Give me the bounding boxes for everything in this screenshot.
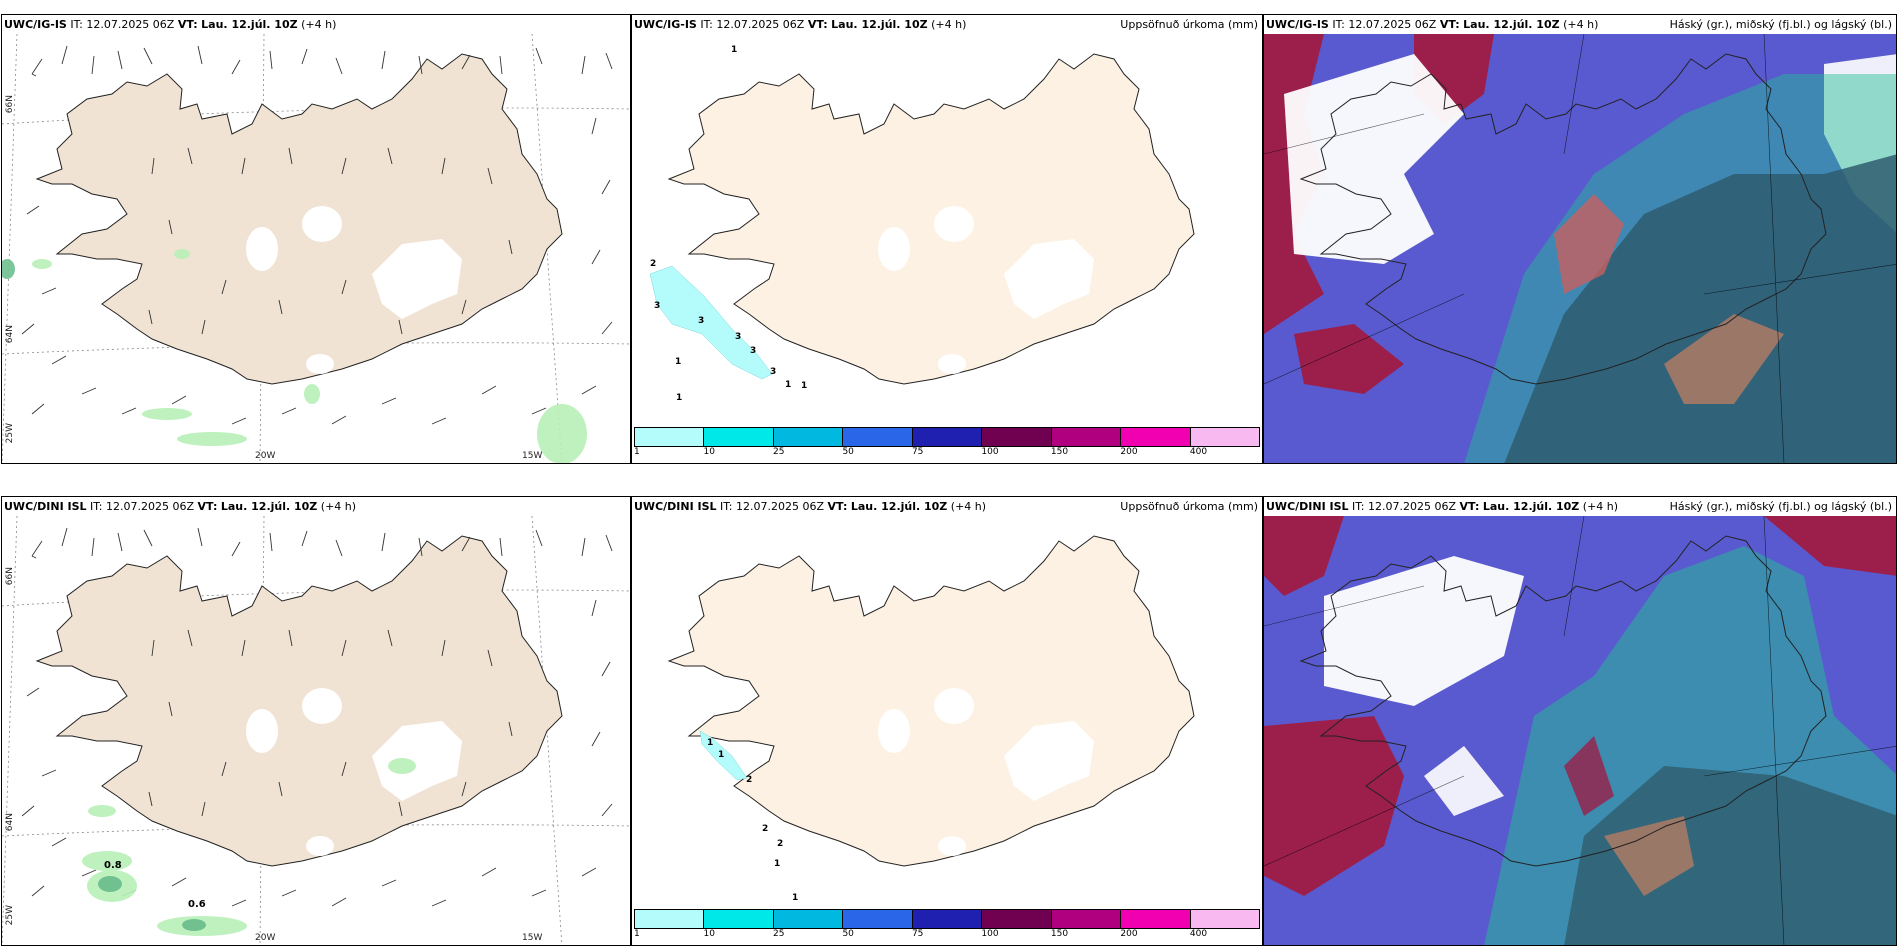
legend-swatch (1051, 428, 1122, 446)
legend-swatch (635, 910, 705, 928)
legend-swatch (843, 428, 913, 446)
legend-tick: 1 (634, 447, 640, 457)
wind-barb-map (2, 516, 630, 945)
legend-tick: 10 (703, 447, 715, 457)
legend-tick: 10 (703, 929, 715, 939)
precip-value-label: 1 (792, 893, 799, 903)
legend-swatch (1121, 428, 1191, 446)
precip-value-label: 3 (654, 301, 661, 311)
precip-map-panel-row2: UWC/DINI ISL IT: 12.07.2025 06Z VT: Lau.… (631, 496, 1263, 946)
legend-tick: 50 (842, 447, 854, 457)
legend-colorbar (634, 909, 1260, 929)
legend-tick: 25 (772, 447, 785, 457)
precip-value-label: 2 (746, 775, 753, 785)
panel-header: UWC/IG-IS IT: 12.07.2025 06Z VT: Lau. 12… (1264, 15, 1896, 34)
cloud-map-panel-row1: UWC/IG-IS IT: 12.07.2025 06Z VT: Lau. 12… (1263, 14, 1897, 464)
legend-tick: 400 (1189, 929, 1208, 939)
precip-map-panel-row1: UWC/IG-IS IT: 12.07.2025 06Z VT: Lau. 12… (631, 14, 1263, 464)
precip-value-label: 3 (735, 332, 742, 342)
precip-value-label: 1 (801, 381, 808, 391)
lat-label-64: 64N (5, 325, 15, 344)
precip-map (632, 516, 1263, 906)
precip-value-label: 1 (785, 380, 792, 390)
precip-value-label: 2 (762, 824, 769, 834)
precip-value-label: 1 (707, 738, 714, 748)
lon-label-20: 20W (255, 451, 276, 461)
precip-value-label: 3 (770, 367, 777, 377)
precip-title: Uppsöfnuð úrkoma (mm) (1120, 18, 1258, 31)
cloud-title: Háský (gr.), miðský (fj.bl.) og lágský (… (1669, 18, 1892, 31)
legend-tick: 25 (772, 929, 785, 939)
precip-map (649, 34, 1263, 424)
legend-swatch (635, 428, 705, 446)
precip-value-label: 1 (731, 45, 738, 55)
cloud-cover-map (1264, 516, 1896, 945)
panel-header: UWC/IG-IS IT: 12.07.2025 06Z VT: Lau. 12… (632, 15, 1262, 34)
legend-tick: 100 (981, 447, 999, 457)
legend-tick: 150 (1050, 929, 1069, 939)
legend-swatch (912, 910, 983, 928)
legend-tick: 100 (981, 929, 999, 939)
wind-map-panel-row1: UWC/IG-IS IT: 12.07.2025 06Z VT: Lau. 12… (1, 14, 631, 464)
precip-value-label: 1 (774, 859, 781, 869)
lon-label-15: 15W (522, 933, 543, 943)
precip-value-label: 1 (718, 750, 725, 760)
lon-label-25: 25W (5, 905, 15, 926)
wind-contour-label: 0.6 (188, 899, 206, 910)
wind-contour-label: 0.8 (104, 860, 122, 871)
legend-swatch (982, 910, 1052, 928)
cloud-cover-map (1264, 34, 1896, 463)
legend-swatch (704, 910, 774, 928)
precip-value-label: 2 (650, 259, 657, 269)
legend-tick: 150 (1050, 447, 1069, 457)
legend-swatch (982, 428, 1052, 446)
legend-swatch (1190, 428, 1259, 446)
legend-swatch (1121, 910, 1191, 928)
lon-label-15: 15W (522, 451, 543, 461)
lat-label-66: 66N (5, 567, 15, 586)
legend-tick: 50 (842, 929, 854, 939)
legend-tick: 75 (911, 447, 924, 457)
lat-label-64: 64N (5, 813, 15, 832)
lon-label-25: 25W (5, 423, 15, 444)
precip-value-label: 3 (698, 316, 705, 326)
legend-swatch (704, 428, 774, 446)
legend-swatch (773, 428, 844, 446)
precip-value-label: 2 (777, 839, 784, 849)
wind-map-panel-row2: UWC/DINI ISL IT: 12.07.2025 06Z VT: Lau.… (1, 496, 631, 946)
panel-header: UWC/DINI ISL IT: 12.07.2025 06Z VT: Lau.… (632, 497, 1262, 516)
precip-value-label: 3 (750, 346, 757, 356)
legend-swatch (843, 910, 913, 928)
wind-barb-map (2, 34, 630, 463)
cloud-title: Háský (gr.), miðský (fj.bl.) og lágský (… (1669, 500, 1892, 513)
legend-swatch (1190, 910, 1259, 928)
precip-title: Uppsöfnuð úrkoma (mm) (1120, 500, 1258, 513)
legend-swatch (1051, 910, 1122, 928)
legend-tick: 75 (911, 929, 924, 939)
precip-legend: 1 10 25 50 75 100 150 200 400 (632, 905, 1262, 945)
legend-swatch (773, 910, 844, 928)
legend-tick: 400 (1189, 447, 1208, 457)
lon-label-20: 20W (255, 933, 276, 943)
panel-header: UWC/DINI ISL IT: 12.07.2025 06Z VT: Lau.… (2, 497, 630, 516)
legend-tick: 200 (1120, 447, 1138, 457)
legend-colorbar (634, 427, 1260, 447)
lat-label-66: 66N (5, 95, 15, 114)
legend-tick: 200 (1120, 929, 1138, 939)
panel-header: UWC/IG-IS IT: 12.07.2025 06Z VT: Lau. 12… (2, 15, 630, 34)
cloud-map-panel-row2: UWC/DINI ISL IT: 12.07.2025 06Z VT: Lau.… (1263, 496, 1897, 946)
legend-swatch (912, 428, 983, 446)
legend-tick: 1 (634, 929, 640, 939)
precip-legend: 1 10 25 50 75 100 150 200 400 (632, 423, 1262, 463)
precip-value-label: 1 (676, 393, 683, 403)
panel-header: UWC/DINI ISL IT: 12.07.2025 06Z VT: Lau.… (1264, 497, 1896, 516)
precip-value-label: 1 (675, 357, 682, 367)
